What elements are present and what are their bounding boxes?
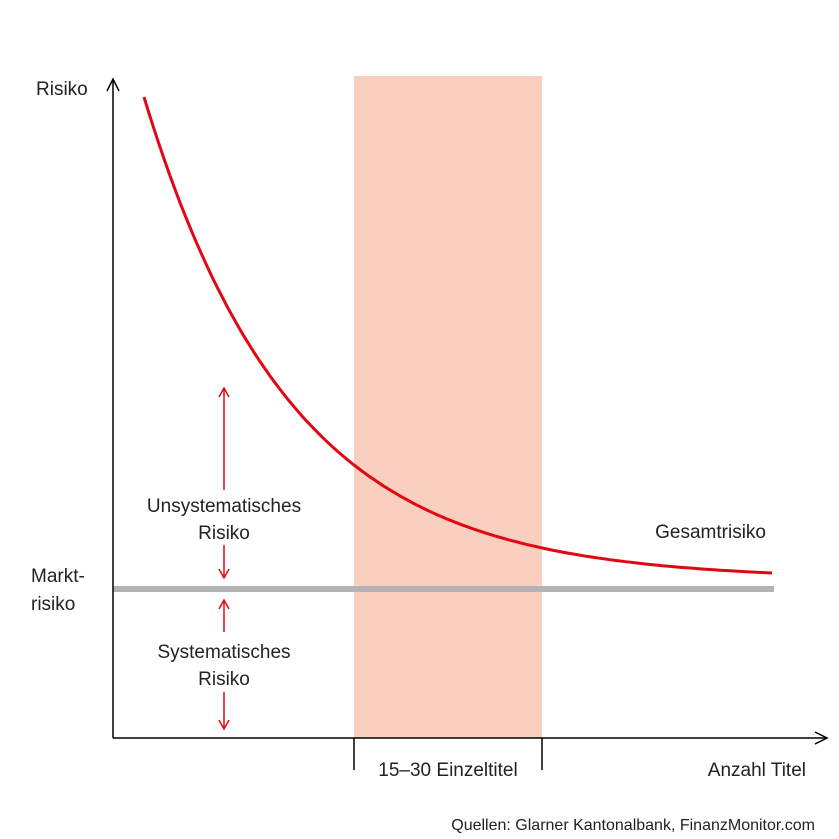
x-axis-label: Anzahl Titel	[708, 760, 806, 781]
band-label: 15–30 Einzeltitel	[378, 760, 517, 781]
systematic-label-line-1: Systematisches	[157, 642, 290, 663]
systematic-label-line-2: Risiko	[198, 669, 250, 690]
source-note: Quellen: Glarner Kantonalbank, FinanzMon…	[451, 817, 815, 834]
market-risk-label-line-2: risiko	[31, 594, 75, 615]
y-axis-arrow-icon	[106, 77, 120, 92]
y-axis-label: Risiko	[36, 79, 88, 100]
total-risk-curve	[142, 96, 773, 575]
systematic-risk-arrow	[218, 598, 230, 731]
series-label: Gesamtrisiko	[655, 522, 766, 543]
unsystematic-risk-arrow	[218, 386, 230, 580]
unsystematic-label-line-1: Unsystematisches	[147, 496, 301, 517]
highlight-band	[354, 76, 542, 738]
unsystematic-label-line-2: Risiko	[198, 523, 250, 544]
market-risk-label-line-1: Markt-	[31, 566, 85, 587]
x-axis-arrow-icon	[814, 731, 829, 745]
